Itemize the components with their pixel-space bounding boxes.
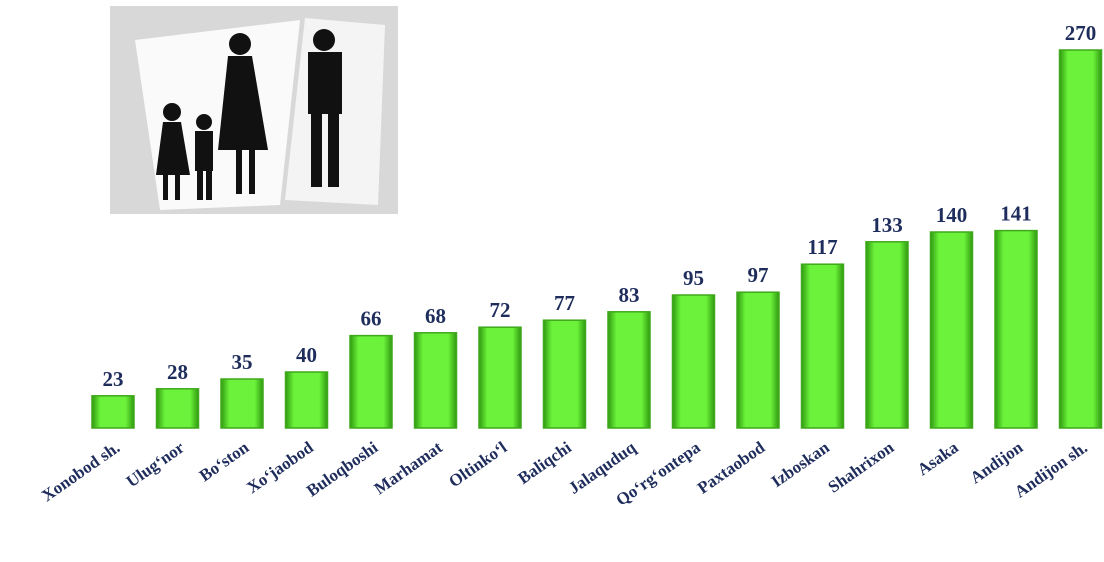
bar (1058, 49, 1103, 429)
value-label: 97 (748, 263, 769, 287)
value-label: 72 (490, 298, 511, 322)
x-tick-label: Andijon sh. (1011, 438, 1091, 502)
value-label: 270 (1065, 21, 1097, 45)
value-label: 35 (232, 350, 253, 374)
bar (91, 395, 135, 429)
bar (413, 332, 458, 429)
value-label: 77 (554, 291, 575, 315)
value-label: 40 (296, 343, 317, 367)
value-label: 95 (683, 266, 704, 290)
value-label: 23 (103, 367, 124, 391)
bar (220, 378, 264, 429)
bar (736, 291, 780, 429)
value-label: 66 (361, 307, 382, 331)
x-tick-label: Xonobod sh. (38, 438, 123, 506)
value-label: 117 (807, 235, 837, 259)
bar (478, 326, 522, 429)
value-label: 68 (425, 304, 446, 328)
bar (994, 229, 1038, 429)
bar (671, 294, 716, 429)
value-label: 28 (167, 360, 188, 384)
x-tick-label: Bo‘ston (196, 437, 253, 485)
x-tick-label: Shahrixon (824, 437, 897, 496)
value-label: 140 (936, 203, 968, 227)
x-tick-label: Ulug‘nor (123, 437, 188, 491)
x-tick-label: Andijon (967, 437, 1027, 487)
x-tick-label: Paxtaobod (694, 437, 769, 497)
x-tick-label: Asaka (914, 437, 962, 479)
x-tick-label: Oltinko‘l (445, 438, 510, 492)
value-label: 83 (619, 283, 640, 307)
bar (929, 231, 974, 429)
bar (607, 311, 651, 429)
x-tick-label: Buloqboshi (303, 438, 381, 501)
bar (349, 334, 393, 429)
bar (284, 371, 329, 429)
bar (155, 388, 200, 429)
x-tick-label: Izboskan (768, 437, 834, 491)
bar (865, 241, 909, 429)
value-label: 133 (871, 213, 903, 237)
family-illustration (110, 6, 398, 214)
value-label: 141 (1000, 202, 1032, 226)
x-tick-label: Marhamat (371, 438, 446, 499)
bar (542, 319, 587, 429)
bar (800, 263, 845, 429)
